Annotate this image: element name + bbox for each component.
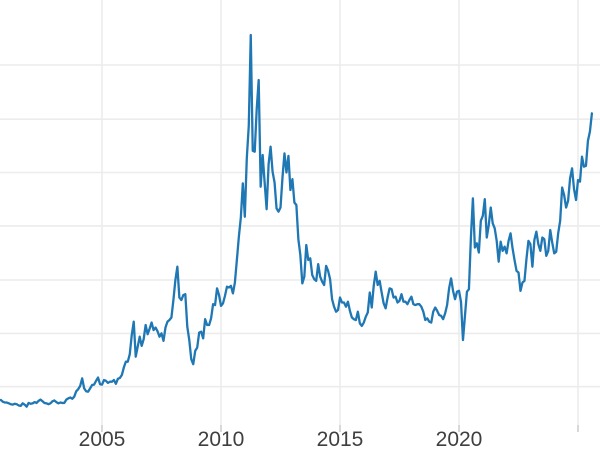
x-axis-tick-labels: 2005 2010 2015 2020 <box>79 428 483 450</box>
horizontal-gridlines <box>0 64 600 388</box>
vertical-gridlines <box>101 0 579 425</box>
x-tick-label: 2015 <box>317 428 364 450</box>
price-series-line <box>0 33 594 408</box>
x-tick-label: 2005 <box>79 428 126 450</box>
x-tick-label: 2020 <box>436 428 483 450</box>
x-tick-label: 2010 <box>198 428 245 450</box>
x-axis-ticks <box>101 425 579 432</box>
